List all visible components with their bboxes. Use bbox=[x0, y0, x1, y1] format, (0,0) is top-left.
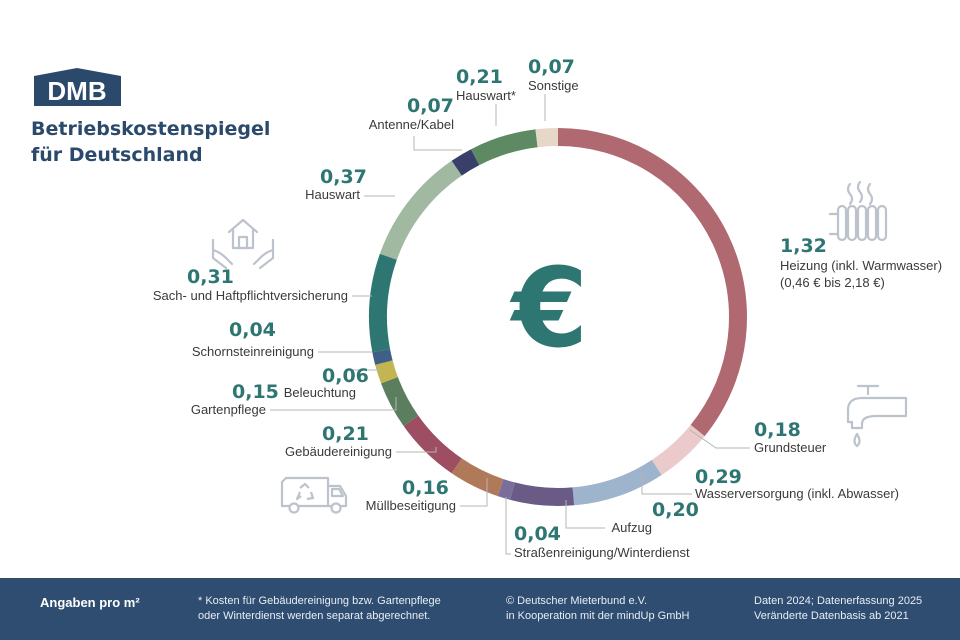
dmb-logo: DMB bbox=[34, 68, 121, 106]
slice-label-3: Aufzug bbox=[612, 520, 652, 535]
slice-label-9: Schornsteinreinigung bbox=[192, 344, 314, 359]
title-line-2: für Deutschland bbox=[31, 144, 203, 166]
slice-label-14: Sonstige bbox=[528, 78, 579, 93]
donut-slice-7 bbox=[381, 376, 419, 426]
radiator-icon bbox=[828, 180, 888, 242]
slice-value-10: 0,31 bbox=[187, 266, 234, 288]
slice-value-2: 0,29 bbox=[695, 466, 742, 488]
footer-data: Daten 2024; Datenerfassung 2025 Veränder… bbox=[754, 594, 922, 624]
leader-line-8 bbox=[345, 369, 380, 380]
donut-slice-11 bbox=[379, 160, 462, 260]
footer-note-line-2: oder Winterdienst werden separat abgerec… bbox=[198, 610, 431, 622]
slice-value-5: 0,16 bbox=[402, 477, 449, 499]
title-line-1: Betriebskostenspiegel bbox=[31, 118, 271, 140]
slice-label-2: Wasserversorgung (inkl. Abwasser) bbox=[695, 486, 899, 501]
house-hands-icon bbox=[211, 218, 275, 270]
donut-slice-12 bbox=[451, 149, 480, 176]
slice-value-4: 0,04 bbox=[514, 523, 561, 545]
slice-note-0: (0,46 € bis 2,18 €) bbox=[780, 275, 885, 290]
footer-note: * Kosten für Gebäudereinigung bzw. Garte… bbox=[198, 594, 441, 624]
leader-line-12 bbox=[413, 136, 462, 151]
donut-slice-1 bbox=[651, 424, 705, 476]
slice-label-7: Gartenpflege bbox=[191, 402, 266, 417]
leader-line-3 bbox=[565, 500, 605, 529]
donut-slice-2 bbox=[572, 459, 662, 506]
footer-note-line-1: * Kosten für Gebäudereinigung bzw. Garte… bbox=[198, 595, 441, 607]
donut-slice-4 bbox=[497, 479, 515, 500]
page-title: Betriebskostenspiegel für Deutschland bbox=[31, 116, 270, 168]
donut-slice-13 bbox=[471, 129, 538, 166]
leader-line-1 bbox=[689, 429, 750, 449]
slice-value-12: 0,07 bbox=[407, 95, 454, 117]
leader-line-7 bbox=[270, 397, 397, 411]
footer: Angaben pro m² * Kosten für Gebäudereini… bbox=[0, 578, 960, 640]
donut-slice-0 bbox=[557, 128, 747, 437]
leader-line-4 bbox=[505, 497, 511, 555]
slice-value-3: 0,20 bbox=[652, 499, 699, 521]
slice-value-6: 0,21 bbox=[322, 423, 369, 445]
slice-value-0: 1,32 bbox=[780, 235, 827, 257]
slice-value-11: 0,37 bbox=[320, 166, 367, 188]
donut-slice-5 bbox=[451, 458, 504, 497]
slice-label-4: Straßenreinigung/Winterdienst bbox=[514, 545, 690, 560]
leader-line-2 bbox=[641, 472, 692, 495]
slice-value-8: 0,06 bbox=[322, 365, 369, 387]
euro-symbol: € bbox=[509, 244, 589, 372]
footer-data-line-1: Daten 2024; Datenerfassung 2025 bbox=[754, 595, 923, 607]
leader-line-5 bbox=[460, 478, 488, 507]
slice-value-13: 0,21 bbox=[456, 66, 503, 88]
slice-label-8: Beleuchtung bbox=[284, 385, 356, 400]
water-tap-icon bbox=[846, 384, 908, 448]
slice-label-6: Gebäudereinigung bbox=[285, 444, 392, 459]
donut-slice-8 bbox=[375, 360, 398, 384]
donut-slice-6 bbox=[403, 415, 462, 474]
slice-label-12: Antenne/Kabel bbox=[369, 117, 454, 132]
donut-slice-14 bbox=[535, 127, 559, 148]
slice-label-0: Heizung (inkl. Warmwasser) bbox=[780, 258, 942, 273]
slice-value-7: 0,15 bbox=[232, 381, 279, 403]
slice-label-13: Hauswart* bbox=[456, 88, 516, 103]
donut-slice-10 bbox=[369, 253, 397, 353]
donut-slice-9 bbox=[372, 348, 393, 365]
leader-line-6 bbox=[396, 447, 437, 453]
footer-credit-line-1: © Deutscher Mieterbund e.V. bbox=[506, 595, 647, 607]
logo-text: DMB bbox=[47, 76, 106, 106]
slice-value-9: 0,04 bbox=[229, 319, 276, 341]
slice-value-1: 0,18 bbox=[754, 419, 801, 441]
slice-label-10: Sach- und Haftpflichtversicherung bbox=[153, 288, 348, 303]
footer-credit: © Deutscher Mieterbund e.V. in Kooperati… bbox=[506, 594, 689, 624]
footer-credit-line-2: in Kooperation mit der mindUp GmbH bbox=[506, 610, 690, 622]
slice-value-14: 0,07 bbox=[528, 56, 575, 78]
slice-label-1: Grundsteuer bbox=[754, 440, 827, 455]
garbage-truck-icon bbox=[280, 476, 348, 514]
donut-slice-3 bbox=[510, 482, 575, 506]
footer-unit: Angaben pro m² bbox=[40, 595, 140, 610]
slice-label-5: Müllbeseitigung bbox=[366, 498, 456, 513]
slice-label-11: Hauswart bbox=[305, 187, 360, 202]
footer-data-line-2: Veränderte Datenbasis ab 2021 bbox=[754, 610, 909, 622]
